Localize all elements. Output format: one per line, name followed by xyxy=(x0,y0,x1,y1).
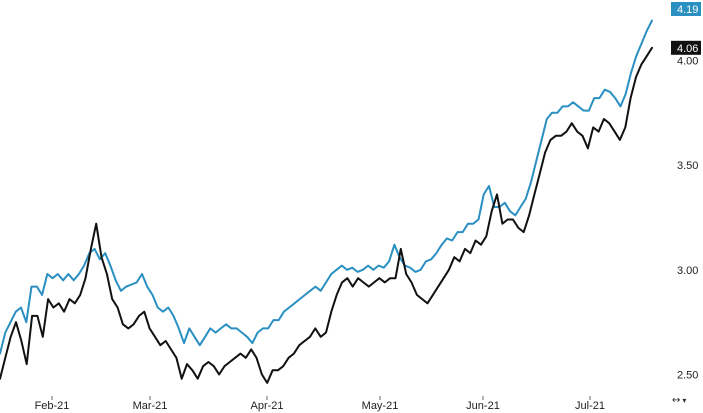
y-tick-label: 3.00 xyxy=(677,265,698,277)
last-value-badge: 4.19 xyxy=(677,4,698,16)
last-value-badge-bg xyxy=(671,40,701,55)
last-value-badge: 4.06 xyxy=(677,43,698,55)
x-tick-label: Jun-21 xyxy=(466,400,500,412)
y-tick-label: 4.00 xyxy=(677,55,698,67)
last-value-badge-bg xyxy=(671,2,701,16)
x-tick-label: Jul-21 xyxy=(575,400,605,412)
series-line-1 xyxy=(0,46,653,384)
chevron-down-icon: ▾ xyxy=(682,395,687,405)
toolbar-glyph: ↔ xyxy=(672,394,681,406)
x-tick-label: Mar-21 xyxy=(133,400,168,412)
series-line-0 xyxy=(0,19,653,355)
plot-area xyxy=(0,19,653,384)
x-tick-label: Apr-21 xyxy=(250,400,283,412)
x-tick-label: Feb-21 xyxy=(35,400,70,412)
x-axis: Feb-21 Mar-21 Apr-21 May-21 Jun-21 Jul-21 xyxy=(35,396,605,412)
chart-options-icon[interactable]: ↔ ▾ xyxy=(672,392,700,408)
last-value-badges: 4.19 4.06 xyxy=(671,2,701,55)
y-axis: 2.50 3.00 3.50 4.00 xyxy=(677,55,698,381)
y-tick-label: 3.50 xyxy=(677,160,698,172)
y-tick-label: 2.50 xyxy=(677,370,698,382)
x-tick-label: May-21 xyxy=(362,400,399,412)
